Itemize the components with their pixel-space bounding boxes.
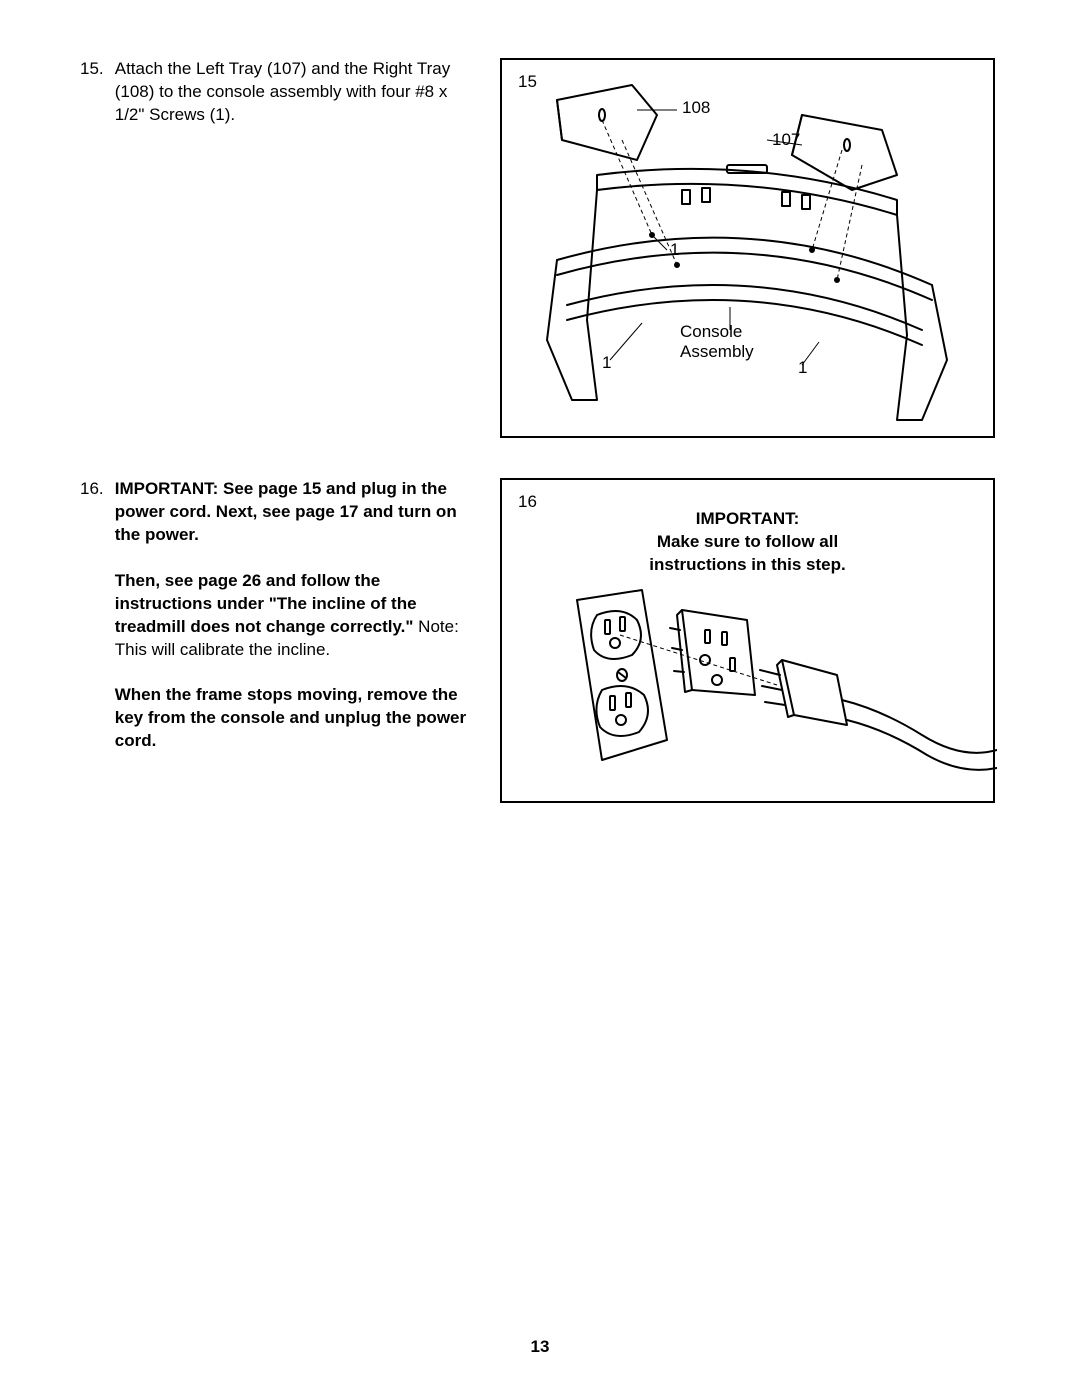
label-1b: 1 — [602, 353, 611, 373]
figure-15-box: 15 — [500, 58, 995, 438]
label-1c: 1 — [798, 358, 807, 378]
step-16-p1: IMPORTANT: See page 15 and plug in the p… — [115, 479, 457, 544]
figure-16-column: 16 IMPORTANT: Make sure to follow all in… — [500, 478, 995, 803]
important-line2: Make sure to follow all — [657, 532, 838, 551]
step-15-row: 15. Attach the Left Tray (107) and the R… — [80, 58, 1000, 438]
label-108: 108 — [682, 98, 710, 118]
label-1a: 1 — [670, 240, 679, 260]
figure-15-illustration — [502, 60, 997, 440]
page-number: 13 — [0, 1337, 1080, 1357]
step-15-number: 15. — [80, 58, 110, 81]
figure-15-column: 15 — [500, 58, 995, 438]
step-15-body: Attach the Left Tray (107) and the Right… — [115, 58, 470, 127]
step-16-row: 16. IMPORTANT: See page 15 and plug in t… — [80, 478, 1000, 803]
label-107: 107 — [772, 130, 800, 150]
figure-16-important: IMPORTANT: Make sure to follow all instr… — [502, 508, 993, 577]
step-15-text: 15. Attach the Left Tray (107) and the R… — [80, 58, 480, 438]
figure-16-box: 16 IMPORTANT: Make sure to follow all in… — [500, 478, 995, 803]
important-line3: instructions in this step. — [649, 555, 845, 574]
step-16-body: IMPORTANT: See page 15 and plug in the p… — [115, 478, 470, 753]
important-line1: IMPORTANT: — [696, 509, 800, 528]
step-16-number: 16. — [80, 478, 110, 501]
figure-15-number: 15 — [518, 72, 537, 92]
label-console-assembly: Console Assembly — [680, 322, 760, 363]
step-16-text: 16. IMPORTANT: See page 15 and plug in t… — [80, 478, 480, 803]
step-16-p2-bold: Then, see page 26 and follow the instruc… — [115, 571, 417, 636]
step-16-p3: When the frame stops moving, remove the … — [115, 685, 466, 750]
manual-page: 15. Attach the Left Tray (107) and the R… — [0, 0, 1080, 1397]
